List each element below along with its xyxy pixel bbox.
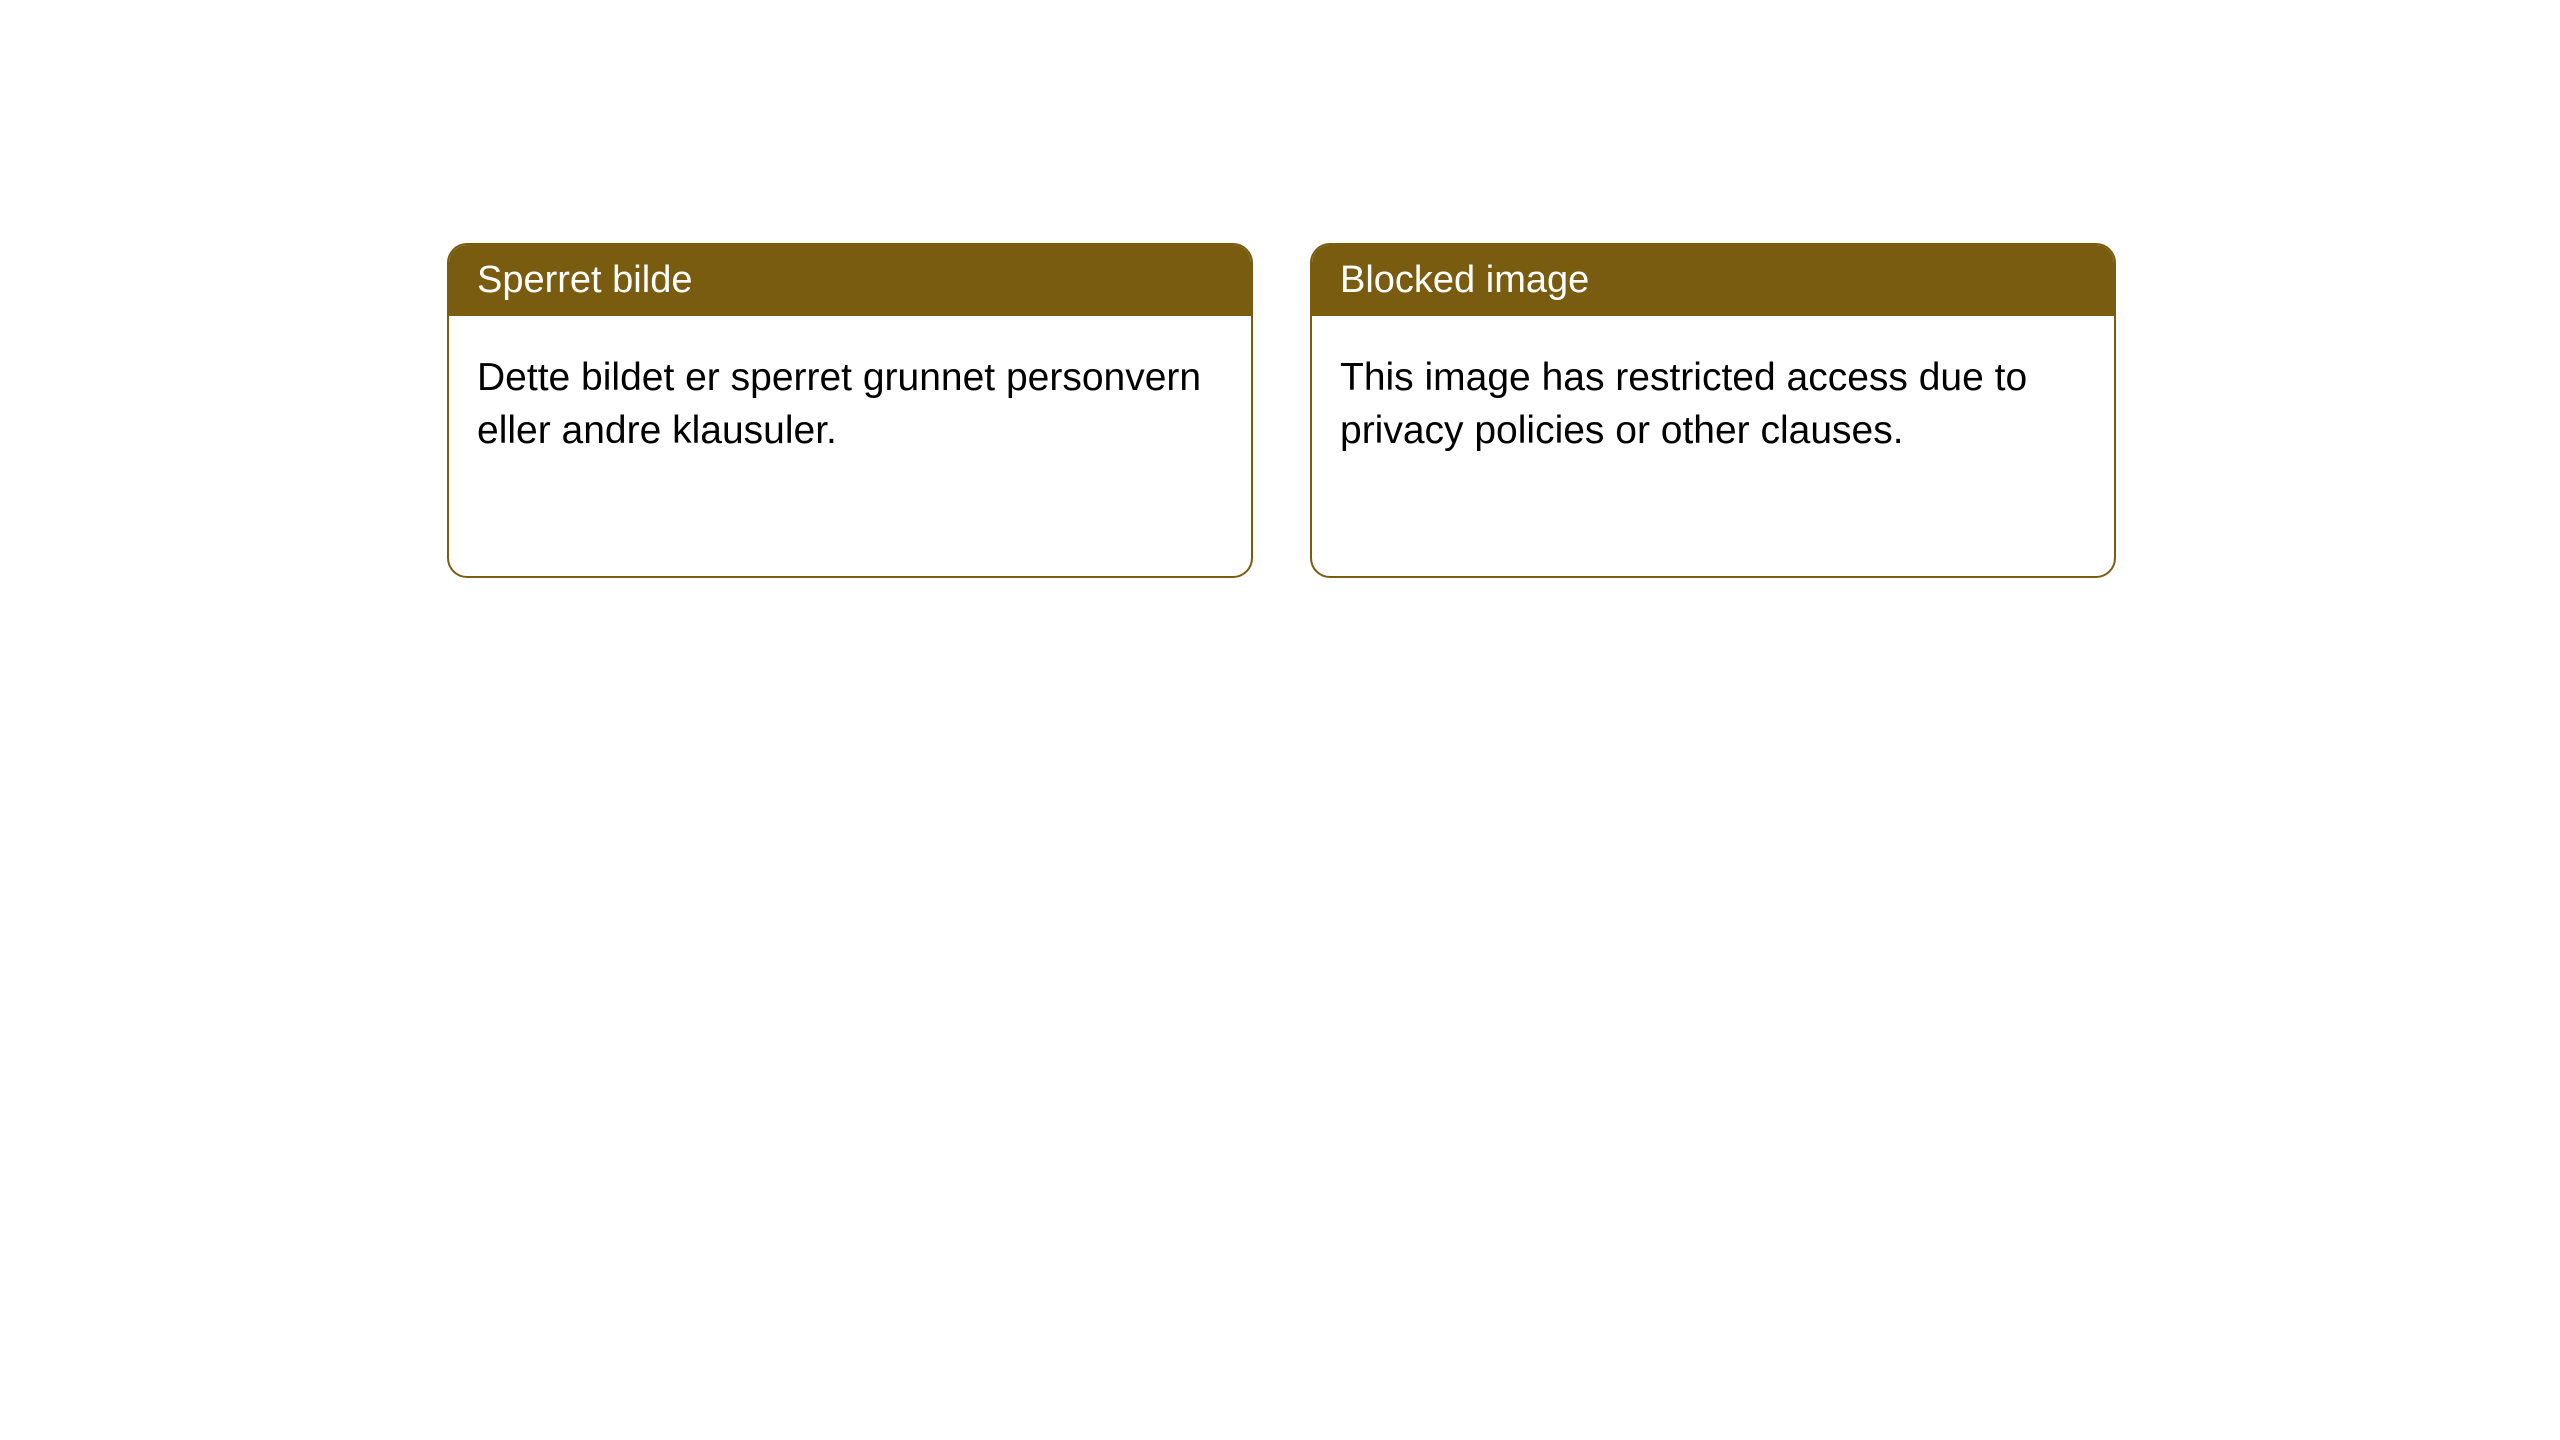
notice-card-english: Blocked image This image has restricted … [1310, 243, 2116, 578]
notice-cards-container: Sperret bilde Dette bildet er sperret gr… [447, 243, 2116, 578]
card-body: Dette bildet er sperret grunnet personve… [449, 316, 1251, 493]
card-title: Blocked image [1340, 259, 1589, 301]
card-body-text: Dette bildet er sperret grunnet personve… [477, 356, 1201, 452]
card-header: Sperret bilde [449, 245, 1251, 316]
card-header: Blocked image [1312, 245, 2114, 316]
card-body: This image has restricted access due to … [1312, 316, 2114, 493]
card-body-text: This image has restricted access due to … [1340, 356, 2027, 452]
card-title: Sperret bilde [477, 259, 692, 301]
notice-card-norwegian: Sperret bilde Dette bildet er sperret gr… [447, 243, 1253, 578]
